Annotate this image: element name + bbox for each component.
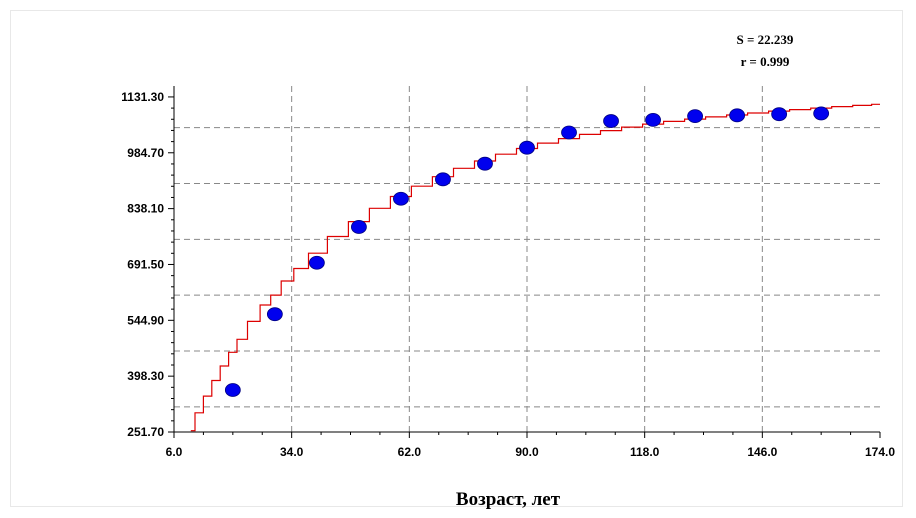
- data-point: [813, 106, 830, 121]
- x-tick-label: 118.0: [630, 445, 660, 459]
- s-statistic: S = 22.239: [737, 32, 794, 47]
- data-point: [603, 114, 619, 128]
- data-point: [351, 220, 367, 234]
- y-tick-label: 398.30: [127, 369, 164, 383]
- x-tick-label: 174.0: [865, 445, 895, 459]
- data-point: [519, 140, 535, 155]
- data-point: [645, 113, 661, 127]
- data-points: [224, 106, 830, 397]
- y-tick-label: 544.90: [127, 313, 164, 327]
- y-tick-label: 251.70: [127, 425, 164, 439]
- chart-frame: [10, 10, 903, 507]
- y-tick-label: 691.50: [127, 257, 164, 271]
- fitted-curve-layer: [190, 103, 880, 432]
- y-tick-label: 1131.30: [121, 90, 164, 104]
- x-tick-label: 90.0: [515, 445, 539, 459]
- y-tick-labels: 251.70 398.30 544.90 691.50 838.10 984.70 1131…: [121, 90, 164, 439]
- data-point: [477, 156, 493, 171]
- r-statistic: r = 0.999: [741, 54, 790, 69]
- y-tick-label: 984.70: [127, 146, 164, 160]
- data-point: [393, 191, 409, 206]
- data-point: [308, 255, 325, 270]
- x-tick-label: 6.0: [166, 445, 183, 459]
- grid-lines: [174, 86, 880, 432]
- data-point: [266, 307, 283, 322]
- axes: [168, 86, 881, 438]
- x-tick-labels: 6.0 34.0 62.0 90.0 118.0 146.0 174.0: [166, 445, 896, 459]
- data-point: [771, 107, 788, 122]
- x-tick-label: 62.0: [398, 445, 422, 459]
- data-point: [561, 125, 577, 140]
- data-point: [224, 383, 241, 397]
- data-point: [729, 108, 746, 123]
- x-tick-label: 146.0: [747, 445, 777, 459]
- data-point: [687, 109, 703, 123]
- data-point: [435, 172, 451, 187]
- x-axis-title: Возраст, лет: [456, 489, 561, 510]
- y-tick-label: 838.10: [127, 202, 164, 216]
- x-tick-label: 34.0: [280, 445, 304, 459]
- fitted-curve: [190, 103, 880, 432]
